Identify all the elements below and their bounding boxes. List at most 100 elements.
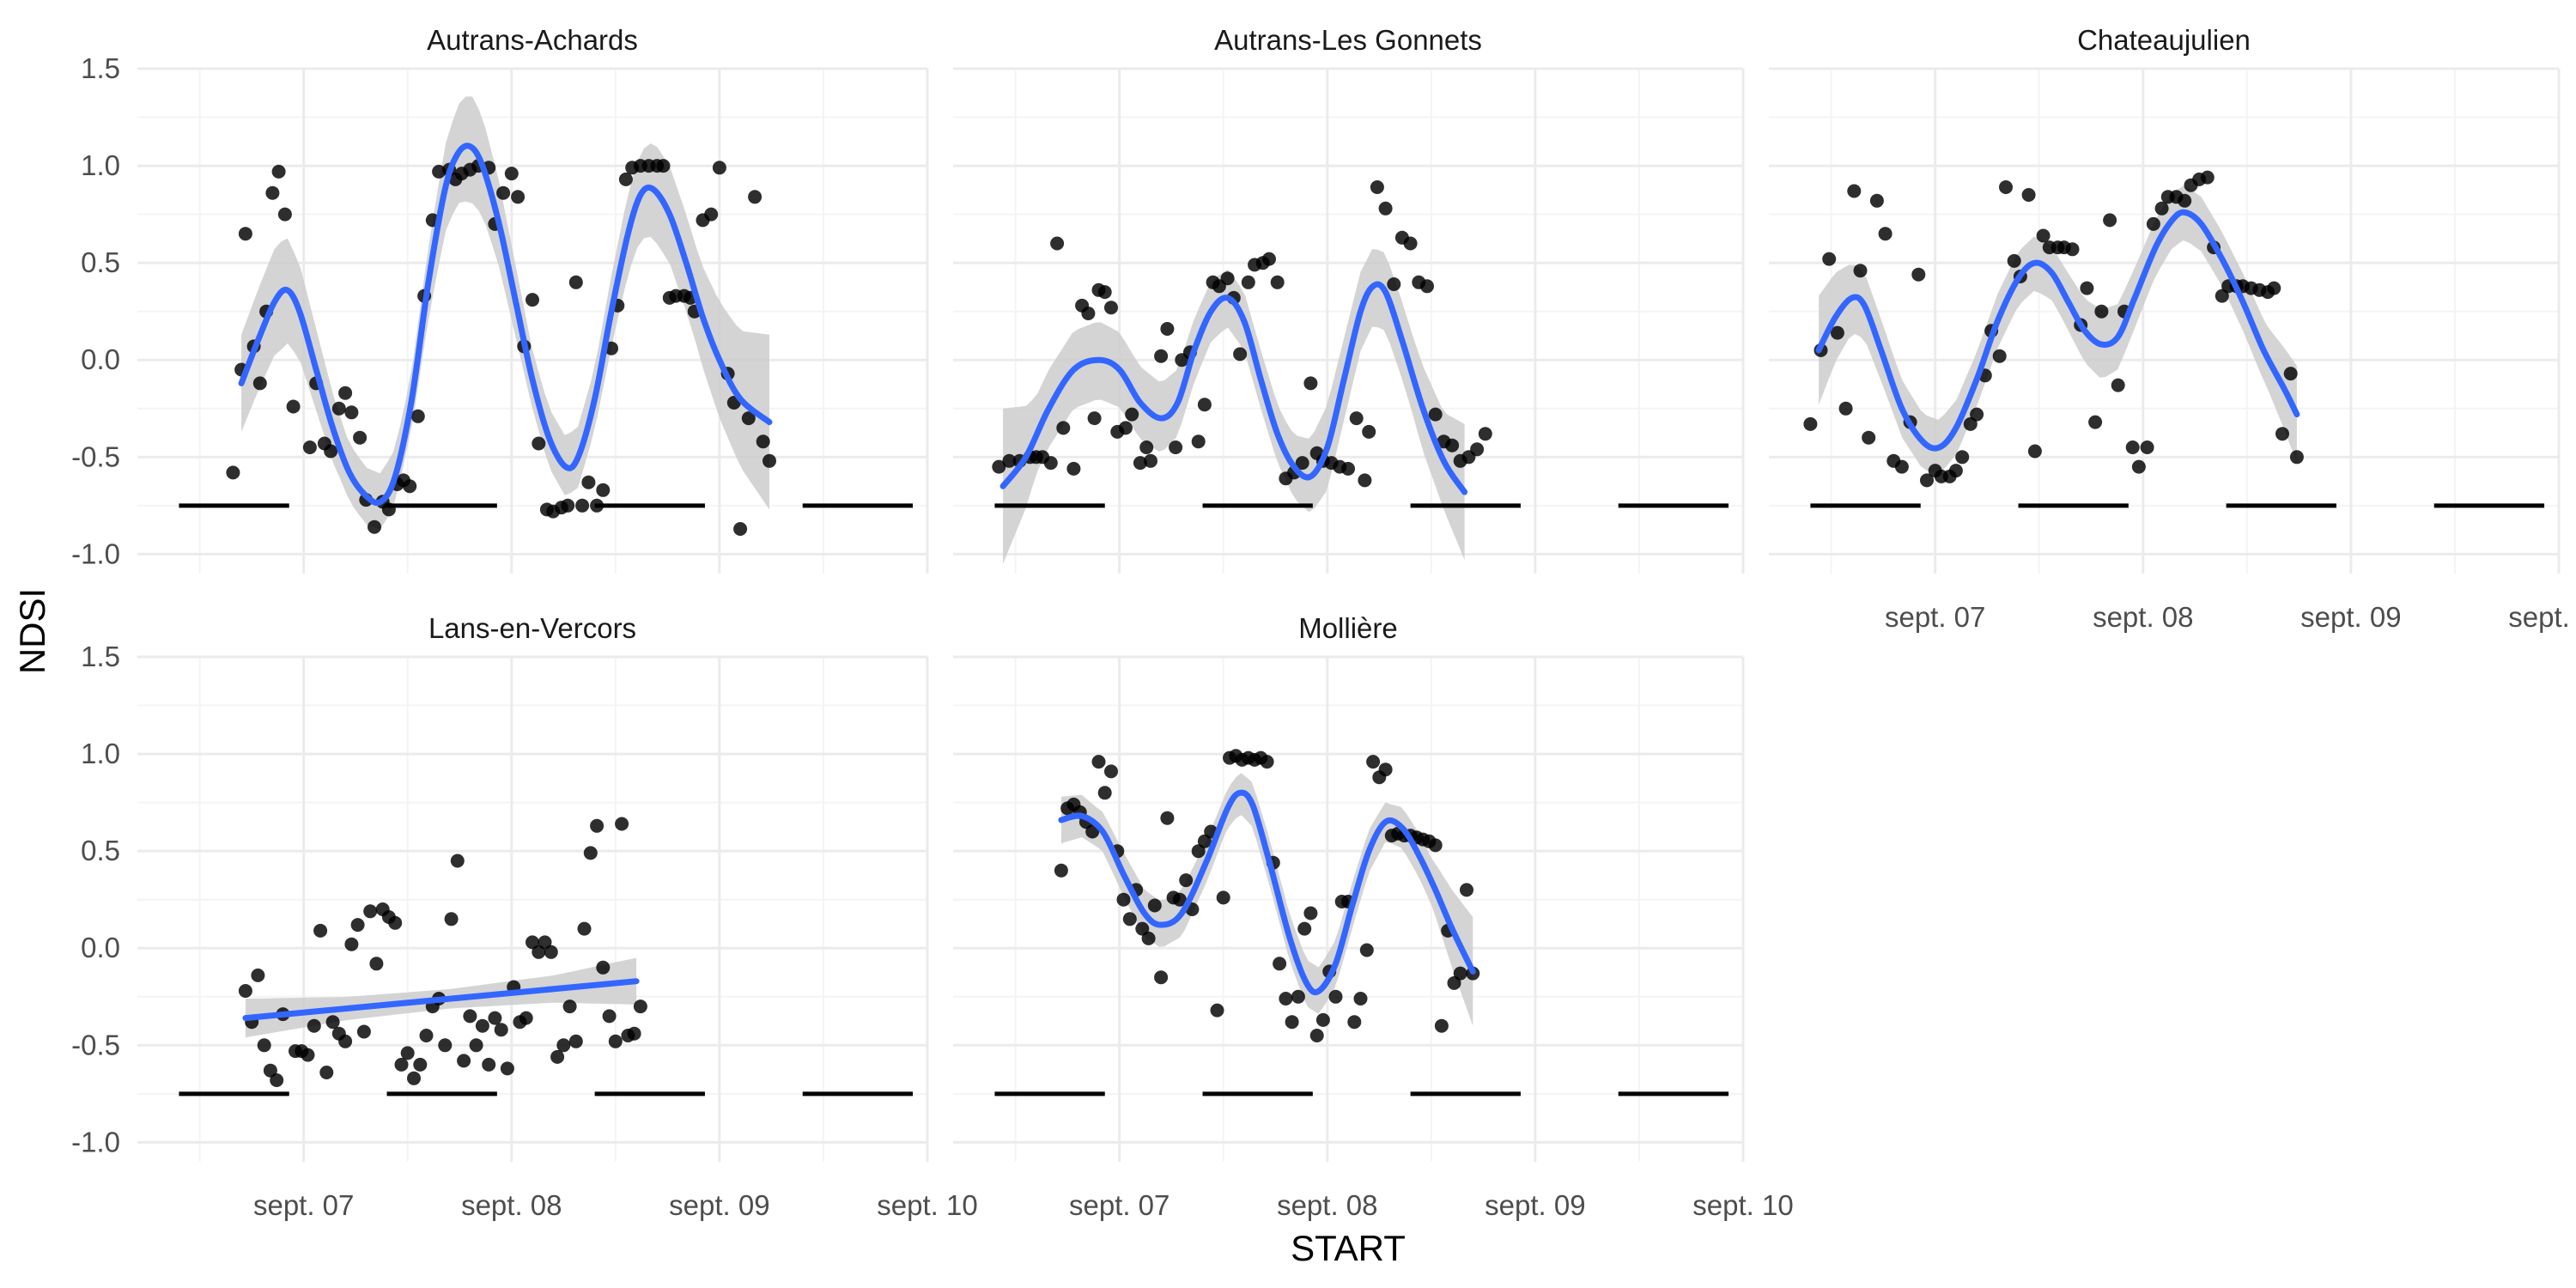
data-point bbox=[2088, 415, 2103, 429]
data-point bbox=[1428, 838, 1443, 853]
data-point bbox=[400, 1046, 415, 1060]
data-point bbox=[602, 1009, 617, 1024]
y-tick-label: -1.0 bbox=[71, 538, 120, 569]
x-tick-label: sept. 10 bbox=[2508, 601, 2576, 633]
y-tick-label: 1.5 bbox=[81, 52, 120, 84]
data-point bbox=[1303, 906, 1318, 920]
data-point bbox=[1315, 1012, 1330, 1027]
facet-chateaujulien: Chateaujulien sept. 07 sept. 08 sept. 09 sep… bbox=[1769, 24, 2576, 633]
data-point bbox=[1116, 892, 1131, 907]
data-point bbox=[2094, 304, 2109, 319]
data-point bbox=[2125, 440, 2140, 454]
y-tick-label: 0.5 bbox=[81, 246, 120, 278]
data-point bbox=[583, 846, 598, 860]
data-point bbox=[1387, 277, 1401, 291]
data-point bbox=[1097, 786, 1112, 800]
data-point bbox=[1285, 1015, 1299, 1030]
data-point bbox=[457, 1054, 471, 1068]
data-point bbox=[1002, 453, 1017, 468]
y-axis-title: NDSI bbox=[12, 588, 52, 674]
data-point bbox=[238, 227, 252, 241]
data-point bbox=[1894, 459, 1909, 474]
data-point bbox=[762, 453, 776, 468]
data-point bbox=[1822, 252, 1837, 266]
data-point bbox=[1328, 989, 1343, 1004]
data-point bbox=[1273, 957, 1287, 971]
x-tick-label: sept. 09 bbox=[2300, 601, 2401, 633]
data-point bbox=[338, 1034, 353, 1048]
data-point bbox=[1197, 834, 1212, 848]
y-tick-label: -1.0 bbox=[71, 1126, 120, 1157]
data-point bbox=[432, 164, 447, 179]
y-tick-label: 0.0 bbox=[81, 343, 120, 375]
facet-lans-en-vercors: Lans-en-Vercors -1.0 -0.5 0.0 0.5 1.0 1.5 sept.… bbox=[71, 612, 978, 1221]
x-tick-label: sept. 07 bbox=[1885, 601, 1985, 633]
x-tick-label: sept. 10 bbox=[877, 1189, 977, 1221]
data-point bbox=[1445, 438, 1460, 453]
data-point bbox=[741, 411, 756, 426]
data-point bbox=[2289, 450, 2304, 465]
data-point bbox=[615, 817, 629, 831]
y-tick-label: 1.0 bbox=[81, 149, 120, 181]
data-point bbox=[1370, 180, 1384, 194]
data-point bbox=[1853, 264, 1868, 278]
data-point bbox=[500, 1061, 514, 1076]
data-point bbox=[1066, 461, 1081, 476]
data-point bbox=[596, 960, 611, 975]
data-point bbox=[1087, 411, 1102, 426]
data-point bbox=[627, 1026, 641, 1041]
data-point bbox=[496, 185, 511, 200]
data-point bbox=[704, 207, 719, 222]
data-point bbox=[2283, 367, 2298, 381]
fit-line bbox=[238, 143, 773, 507]
data-point bbox=[1125, 407, 1139, 422]
data-point bbox=[1139, 440, 1154, 454]
data-point bbox=[656, 159, 671, 173]
data-point bbox=[581, 475, 596, 489]
data-point bbox=[271, 164, 286, 179]
confidence-ribbon bbox=[1003, 249, 1465, 564]
data-point bbox=[519, 1011, 533, 1025]
data-point bbox=[2178, 193, 2192, 208]
data-point bbox=[494, 1023, 508, 1037]
data-point bbox=[2131, 459, 2146, 474]
data-point bbox=[1353, 992, 1368, 1005]
data-point bbox=[2267, 281, 2281, 295]
data-point bbox=[596, 483, 611, 497]
data-point bbox=[338, 386, 353, 400]
data-point bbox=[1303, 376, 1318, 391]
data-point bbox=[1135, 921, 1150, 936]
data-point bbox=[1478, 427, 1492, 441]
data-point bbox=[403, 479, 417, 494]
facet-title: Chateaujulien bbox=[2077, 24, 2251, 56]
facet-title: Autrans-Achards bbox=[427, 24, 638, 56]
data-point bbox=[482, 1057, 496, 1072]
data-point bbox=[1043, 456, 1058, 471]
data-point bbox=[1091, 755, 1106, 769]
data-point bbox=[608, 1034, 623, 1048]
data-point bbox=[1297, 921, 1312, 936]
data-point bbox=[251, 968, 265, 982]
data-point bbox=[748, 190, 762, 204]
data-point bbox=[1210, 1003, 1224, 1018]
x-tick-label: sept. 07 bbox=[1069, 1189, 1170, 1221]
fit-line bbox=[999, 281, 1468, 495]
data-point bbox=[2146, 216, 2160, 231]
data-point bbox=[302, 440, 317, 454]
data-point bbox=[252, 376, 267, 391]
data-point bbox=[1878, 227, 1893, 241]
data-point bbox=[1154, 349, 1169, 363]
data-point bbox=[544, 945, 558, 959]
data-point bbox=[1081, 307, 1096, 320]
facet-autrans-les-gonnets: Autrans-Les Gonnets bbox=[953, 24, 1745, 574]
y-tick-label: -0.5 bbox=[71, 440, 120, 472]
data-point bbox=[1050, 236, 1065, 251]
x-tick-label: sept. 07 bbox=[253, 1189, 354, 1221]
data-point bbox=[469, 1038, 483, 1053]
data-point bbox=[1803, 416, 1818, 431]
data-point bbox=[2007, 253, 2021, 268]
data-point bbox=[2111, 378, 2125, 392]
y-tick-label: 1.5 bbox=[81, 641, 120, 672]
data-point bbox=[286, 399, 301, 414]
data-point bbox=[319, 1066, 334, 1079]
